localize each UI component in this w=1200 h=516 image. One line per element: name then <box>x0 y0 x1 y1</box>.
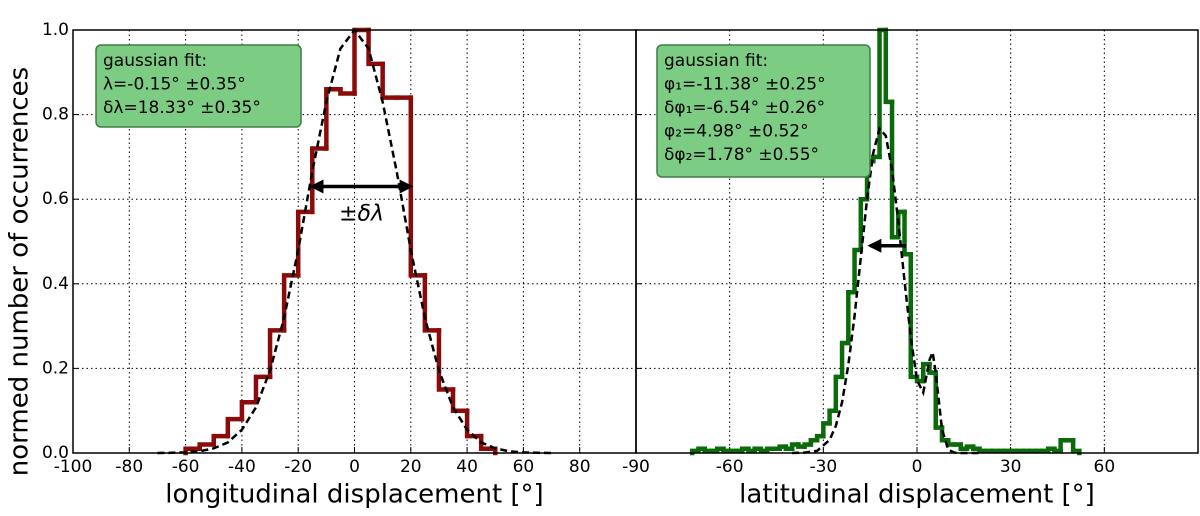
histogram-step <box>225 416 245 439</box>
y-tick-label: 0.0 <box>42 443 69 463</box>
x-axis-label: longitudinal displacement [°] <box>165 480 543 510</box>
annotation-line: gaussian fit: <box>103 51 207 71</box>
annotation-line: φ₁=-11.38° ±0.25° <box>664 75 826 95</box>
x-tick-label: -20 <box>284 457 312 477</box>
annotation-line: φ₂=4.98° ±0.52° <box>664 122 809 142</box>
histogram-step <box>883 27 895 105</box>
x-tick-label: 40 <box>456 457 478 477</box>
x-tick-label: 80 <box>569 457 591 477</box>
annotation-line: δφ₁=-6.54° ±0.26° <box>664 98 825 118</box>
x-tick-label: -30 <box>809 457 837 477</box>
annotation-box <box>95 44 302 128</box>
x-tick-label: -80 <box>115 457 143 477</box>
annotation-line: gaussian fit: <box>664 51 768 71</box>
histogram-step <box>1070 438 1082 456</box>
histogram-step <box>464 408 484 439</box>
annotation-box <box>656 44 871 178</box>
histogram-step <box>211 433 231 447</box>
y-axis-label: normed number of occurrences <box>5 67 35 476</box>
x-tick-label: -90 <box>622 457 650 477</box>
y-tick-label: 0.6 <box>42 189 69 209</box>
histogram-step <box>450 387 470 413</box>
histogram-step <box>267 328 287 380</box>
y-tick-label: 0.8 <box>42 105 69 125</box>
arrow-label: ±δλ <box>339 202 384 227</box>
annotation-line: δφ₂=1.78° ±0.55° <box>664 145 819 165</box>
x-tick-label: 60 <box>1094 457 1116 477</box>
histogram-step <box>422 273 442 333</box>
x-tick-label: 0 <box>349 457 360 477</box>
histogram-step <box>380 61 399 100</box>
histogram-step <box>902 209 914 257</box>
y-tick-label: 0.4 <box>42 274 69 294</box>
annotation-line: δλ=18.33° ±0.35° <box>103 98 261 118</box>
histogram-step <box>197 442 216 452</box>
x-axis-label: latitudinal displacement [°] <box>739 480 1095 510</box>
axes-frame <box>635 29 1199 454</box>
x-tick-label: 0 <box>912 457 923 477</box>
x-tick-label: -60 <box>172 457 200 477</box>
x-tick-label: 20 <box>400 457 422 477</box>
histogram-step <box>338 86 357 96</box>
fit-curve <box>792 125 980 455</box>
x-tick-label: -40 <box>228 457 256 477</box>
histogram-step <box>324 86 343 151</box>
histogram-step <box>436 328 456 392</box>
x-tick-label: 60 <box>513 457 535 477</box>
histogram-step <box>253 374 273 405</box>
histogram-step <box>908 251 920 380</box>
histogram-step <box>310 146 329 215</box>
y-tick-label: 1.0 <box>42 20 69 40</box>
x-tick-label: -60 <box>716 457 744 477</box>
histogram-step <box>366 27 385 67</box>
histogram-step <box>408 95 428 278</box>
annotation-line: λ=-0.15° ±0.35° <box>103 75 246 95</box>
x-tick-label: 30 <box>1000 457 1022 477</box>
histogram-step <box>239 399 259 422</box>
x-tick-label: -100 <box>54 457 93 477</box>
y-tick-label: 0.2 <box>42 358 69 378</box>
